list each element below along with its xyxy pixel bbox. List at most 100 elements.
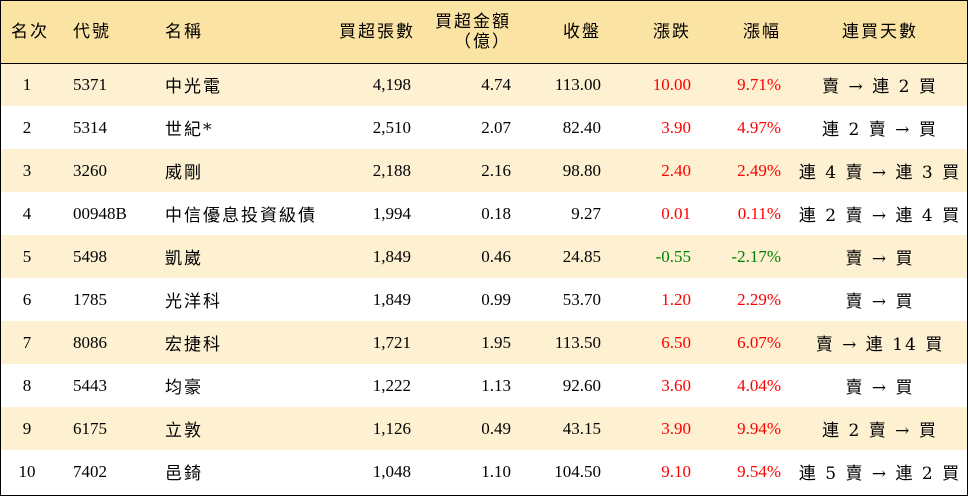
header-code: 代號 — [59, 1, 131, 64]
net-buy-amount-cell: 1.10 — [481, 461, 511, 481]
header-net-buy-volume: 買超張數 — [323, 1, 421, 64]
net-buy-amount-cell: 0.99 — [481, 289, 511, 309]
header-net-buy-amount: 買超金額 （億） — [421, 1, 523, 64]
close-price-cell: 53.70 — [562, 289, 601, 309]
change-cell: 3.90 — [661, 418, 691, 438]
rank-cell: 8 — [22, 375, 32, 395]
consecutive-buy-days-cell: 賣 → 連 14 買 — [815, 335, 945, 355]
code-cell: 8086 — [73, 332, 107, 352]
net-buy-volume-cell: 1,721 — [372, 332, 411, 352]
consecutive-buy-days-cell: 連 2 賣 → 買 — [822, 421, 938, 441]
rank-cell: 5 — [22, 246, 32, 266]
change-percent-cell: 9.94% — [737, 418, 781, 438]
rank-cell: 2 — [22, 117, 32, 137]
close-price-cell: 113.00 — [554, 74, 601, 94]
consecutive-buy-days-cell: 連 5 賣 → 連 2 買 — [798, 464, 962, 484]
consecutive-buy-days-cell: 賣 → 買 — [845, 378, 915, 398]
change-percent-cell: -2.17% — [731, 246, 781, 266]
change-percent-cell: 2.49% — [737, 160, 781, 180]
close-price-cell: 43.15 — [562, 418, 601, 438]
name-cell: 中信優息投資級債 — [165, 206, 317, 226]
close-price-cell: 92.60 — [562, 375, 601, 395]
table-row: 5 5498 凱崴 1,849 0.46 24.85 -0.55 -2.17% 賣 → 買 — [1, 235, 967, 278]
table-body: 1 5371 中光電 4,198 4.74 113.00 10.00 9.71% 賣 → 連 2… — [1, 63, 967, 493]
name-cell: 世紀* — [165, 120, 214, 140]
header-net-buy-amount-label: 買超金額 — [435, 11, 511, 32]
consecutive-buy-days-cell: 連 4 賣 → 連 3 買 — [798, 163, 962, 183]
table-row: 3 3260 威剛 2,188 2.16 98.80 2.40 2.49% 連 4 賣 → 連 … — [1, 149, 967, 192]
header-rank: 名次 — [1, 1, 59, 64]
net-buy-amount-cell: 0.18 — [481, 203, 511, 223]
header-name: 名稱 — [131, 1, 323, 64]
name-cell: 中光電 — [165, 77, 222, 98]
net-buy-volume-cell: 4,198 — [372, 74, 411, 94]
change-percent-cell: 9.71% — [737, 74, 781, 94]
name-cell: 光洋科 — [165, 292, 222, 312]
change-cell: 0.01 — [661, 203, 691, 223]
code-cell: 5498 — [73, 246, 107, 266]
name-cell: 邑錡 — [165, 464, 203, 484]
consecutive-buy-days-cell: 連 2 賣 → 連 4 買 — [798, 206, 962, 226]
rank-cell: 7 — [22, 332, 32, 352]
rank-cell: 4 — [22, 203, 32, 223]
rank-cell: 9 — [22, 418, 32, 438]
change-cell: 10.00 — [652, 74, 691, 94]
change-percent-cell: 9.54% — [737, 461, 781, 481]
name-cell: 立敦 — [165, 421, 203, 441]
consecutive-buy-days-cell: 賣 → 買 — [845, 249, 915, 269]
net-buy-amount-cell: 4.74 — [481, 74, 511, 94]
change-percent-cell: 6.07% — [737, 332, 781, 352]
header-change-percent: 漲幅 — [703, 1, 793, 64]
change-cell: 3.60 — [661, 375, 691, 395]
net-buy-amount-cell: 2.16 — [481, 160, 511, 180]
change-percent-cell: 0.11% — [737, 203, 781, 223]
net-buy-volume-cell: 1,126 — [372, 418, 411, 438]
change-cell: 9.10 — [661, 461, 691, 481]
table-row: 1 5371 中光電 4,198 4.74 113.00 10.00 9.71% 賣 → 連 2… — [1, 63, 967, 106]
header-close: 收盤 — [523, 1, 613, 64]
rank-cell: 1 — [22, 74, 32, 94]
net-buy-amount-cell: 1.13 — [481, 375, 511, 395]
net-buy-volume-cell: 1,222 — [372, 375, 411, 395]
rank-cell: 3 — [22, 160, 32, 180]
change-cell: 1.20 — [661, 289, 691, 309]
close-price-cell: 9.27 — [571, 203, 601, 223]
change-percent-cell: 4.04% — [737, 375, 781, 395]
change-percent-cell: 2.29% — [737, 289, 781, 309]
net-buy-volume-cell: 2,188 — [372, 160, 411, 180]
code-cell: 5371 — [73, 74, 107, 94]
table-row: 9 6175 立敦 1,126 0.49 43.15 3.90 9.94% 連 2 賣 → 買 — [1, 407, 967, 450]
table-row: 2 5314 世紀* 2,510 2.07 82.40 3.90 4.97% 連 2 賣 → 買 — [1, 106, 967, 149]
code-cell: 00948B — [73, 203, 127, 223]
code-cell: 6175 — [73, 418, 107, 438]
code-cell: 1785 — [73, 289, 107, 309]
net-buy-amount-cell: 0.49 — [481, 418, 511, 438]
header-change: 漲跌 — [613, 1, 703, 64]
code-cell: 5314 — [73, 117, 107, 137]
name-cell: 凱崴 — [165, 249, 203, 269]
close-price-cell: 24.85 — [562, 246, 601, 266]
net-buy-amount-cell: 0.46 — [481, 246, 511, 266]
net-buy-amount-cell: 1.95 — [481, 332, 511, 352]
table-row: 10 7402 邑錡 1,048 1.10 104.50 9.10 9.54% 連 5 賣 → … — [1, 450, 967, 493]
name-cell: 宏捷科 — [165, 335, 222, 355]
consecutive-buy-days-cell: 賣 → 買 — [845, 292, 915, 312]
rank-cell: 6 — [22, 289, 32, 309]
code-cell: 3260 — [73, 160, 107, 180]
header-row: 名次 代號 名稱 買超張數 買超金額 （億） 收盤 漲跌 漲幅 連買天數 — [1, 1, 967, 64]
consecutive-buy-days-cell: 賣 → 連 2 買 — [822, 77, 938, 98]
close-price-cell: 82.40 — [562, 117, 601, 137]
table-row: 6 1785 光洋科 1,849 0.99 53.70 1.20 2.29% 賣 → 買 — [1, 278, 967, 321]
code-cell: 7402 — [73, 461, 107, 481]
table-row: 8 5443 均豪 1,222 1.13 92.60 3.60 4.04% 賣 → 買 — [1, 364, 967, 407]
close-price-cell: 104.50 — [554, 461, 601, 481]
change-cell: -0.55 — [655, 246, 691, 266]
code-cell: 5443 — [73, 375, 107, 395]
close-price-cell: 113.50 — [554, 332, 601, 352]
change-cell: 3.90 — [661, 117, 691, 137]
net-buy-volume-cell: 1,849 — [372, 246, 411, 266]
change-cell: 2.40 — [661, 160, 691, 180]
name-cell: 均豪 — [165, 378, 203, 398]
net-buy-volume-cell: 2,510 — [372, 117, 411, 137]
